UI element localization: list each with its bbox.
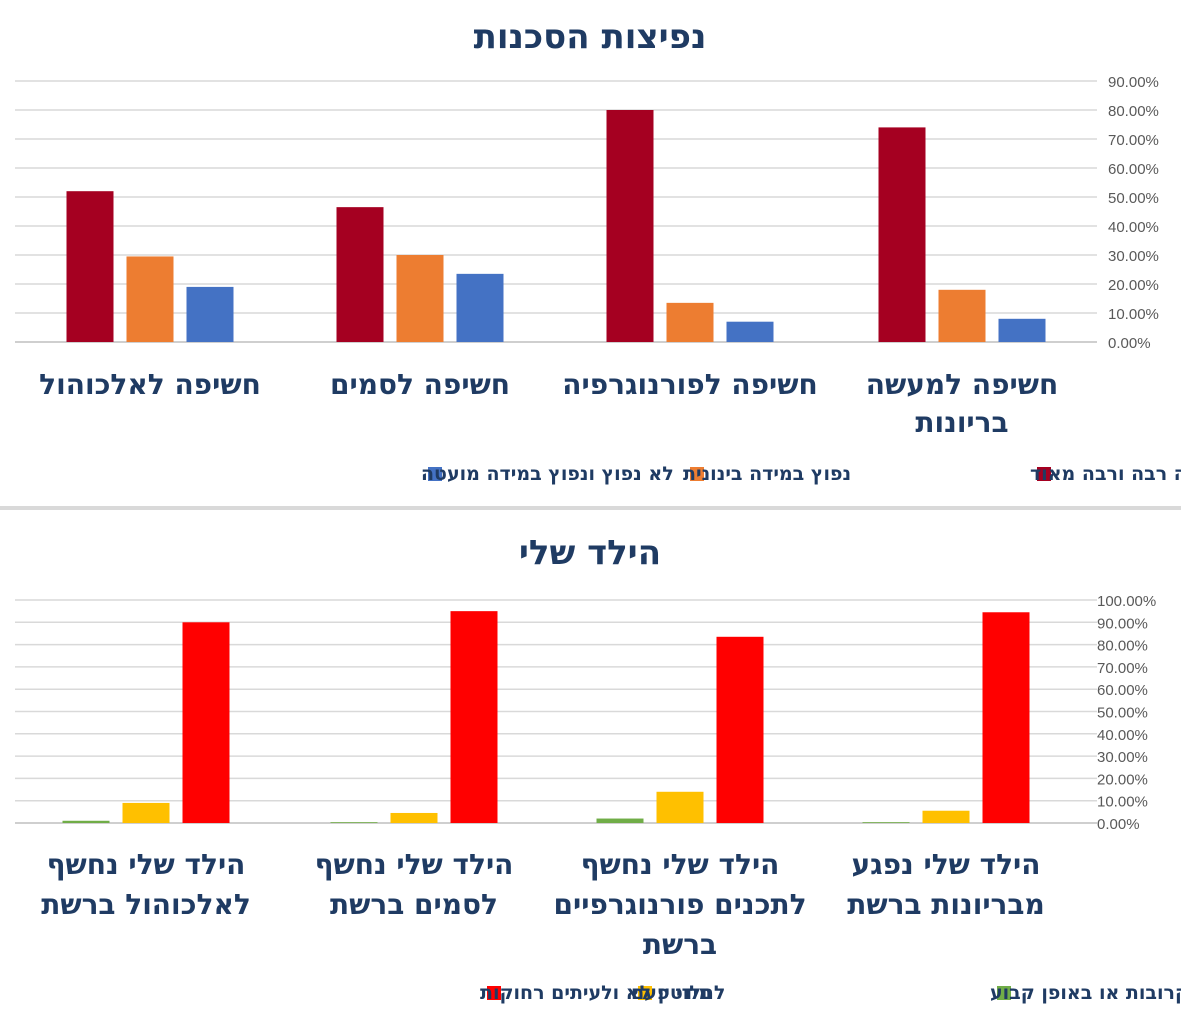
legend-swatch	[487, 986, 501, 1000]
legend-label: לא נפוץ ונפוץ במידה מועטה	[421, 463, 674, 485]
category-label: לאלכוהול ברשת	[41, 888, 251, 921]
chart-title: הילד שלי	[519, 533, 661, 573]
bar-2	[938, 289, 986, 342]
bar-3	[182, 622, 230, 823]
bar-2	[390, 812, 438, 823]
y-tick-label: 50.00%	[1108, 190, 1159, 207]
category-label: הילד שלי נחשף	[47, 848, 246, 881]
legend-swatch	[997, 986, 1011, 1000]
y-tick-label: 90.00%	[1108, 74, 1159, 91]
legend-swatch	[428, 467, 442, 481]
bar-2	[922, 810, 970, 823]
category-label: חשיפה לסמים	[330, 368, 510, 401]
bar-3	[456, 273, 504, 342]
bar-3	[186, 286, 234, 342]
bar-2	[666, 302, 714, 342]
bar-1	[336, 207, 384, 342]
bar-1	[62, 820, 110, 823]
category-label: חשיפה לפורנוגרפיה	[562, 368, 818, 401]
category-label: בריונות	[915, 406, 1008, 439]
bar-2	[396, 255, 444, 342]
bar-1	[606, 110, 654, 342]
bar-3	[982, 612, 1030, 823]
y-tick-label: 70.00%	[1097, 660, 1148, 677]
category-label: חשיפה לאלכוהול	[39, 368, 261, 401]
legend-label: נפוץ במידה בינונית	[683, 463, 851, 485]
category-label: חשיפה למעשה	[866, 368, 1058, 401]
legend-label: מידי פעם	[631, 982, 712, 1004]
y-tick-label: 40.00%	[1097, 727, 1148, 744]
chart-divider	[0, 506, 1181, 510]
category-label: לסמים ברשת	[330, 888, 498, 921]
bar-1	[878, 127, 926, 343]
y-tick-label: 80.00%	[1108, 103, 1159, 120]
y-tick-label: 30.00%	[1097, 749, 1148, 766]
legend-swatch	[638, 986, 652, 1000]
category-label: הילד שלי נחשף	[315, 848, 514, 881]
y-tick-label: 90.00%	[1097, 615, 1148, 632]
y-tick-label: 40.00%	[1108, 219, 1159, 236]
bar-3	[726, 321, 774, 342]
category-label: מבריונות ברשת	[847, 888, 1045, 921]
bar-2	[656, 791, 704, 823]
y-tick-label: 10.00%	[1108, 306, 1159, 323]
category-label: ברשת	[643, 928, 717, 961]
bar-1	[330, 822, 378, 823]
legend-label: לעיתים קרובות או באופן קבוע	[990, 982, 1181, 1004]
category-label: הילד שלי נפגע	[851, 848, 1040, 881]
y-tick-label: 20.00%	[1108, 277, 1159, 294]
bar-1	[862, 822, 910, 823]
y-tick-label: 10.00%	[1097, 794, 1148, 811]
y-tick-label: 20.00%	[1097, 771, 1148, 788]
y-tick-label: 30.00%	[1108, 248, 1159, 265]
bar-3	[450, 611, 498, 823]
legend-label: נפוץ במידה רבה ורבה מאוד	[1030, 463, 1181, 485]
bar-2	[126, 256, 174, 342]
bar-1	[66, 191, 114, 342]
legend-swatch	[690, 467, 704, 481]
y-tick-label: 60.00%	[1108, 161, 1159, 178]
bar-1	[596, 818, 644, 823]
y-tick-label: 0.00%	[1097, 816, 1140, 833]
legend-swatch	[1037, 467, 1051, 481]
bar-3	[716, 636, 764, 823]
y-tick-label: 0.00%	[1108, 335, 1151, 352]
y-tick-label: 80.00%	[1097, 638, 1148, 655]
chart-title: נפיצות הסכנות	[474, 17, 707, 57]
legend-label: לחלוטין לא ולעיתים רחוקות	[480, 982, 725, 1004]
y-tick-label: 100.00%	[1097, 593, 1156, 610]
bar-3	[998, 318, 1046, 342]
y-tick-label: 60.00%	[1097, 682, 1148, 699]
category-label: לתכנים פורנוגרפיים	[553, 888, 806, 921]
category-label: הילד שלי נחשף	[581, 848, 780, 881]
y-tick-label: 50.00%	[1097, 705, 1148, 722]
bar-2	[122, 802, 170, 823]
y-tick-label: 70.00%	[1108, 132, 1159, 149]
